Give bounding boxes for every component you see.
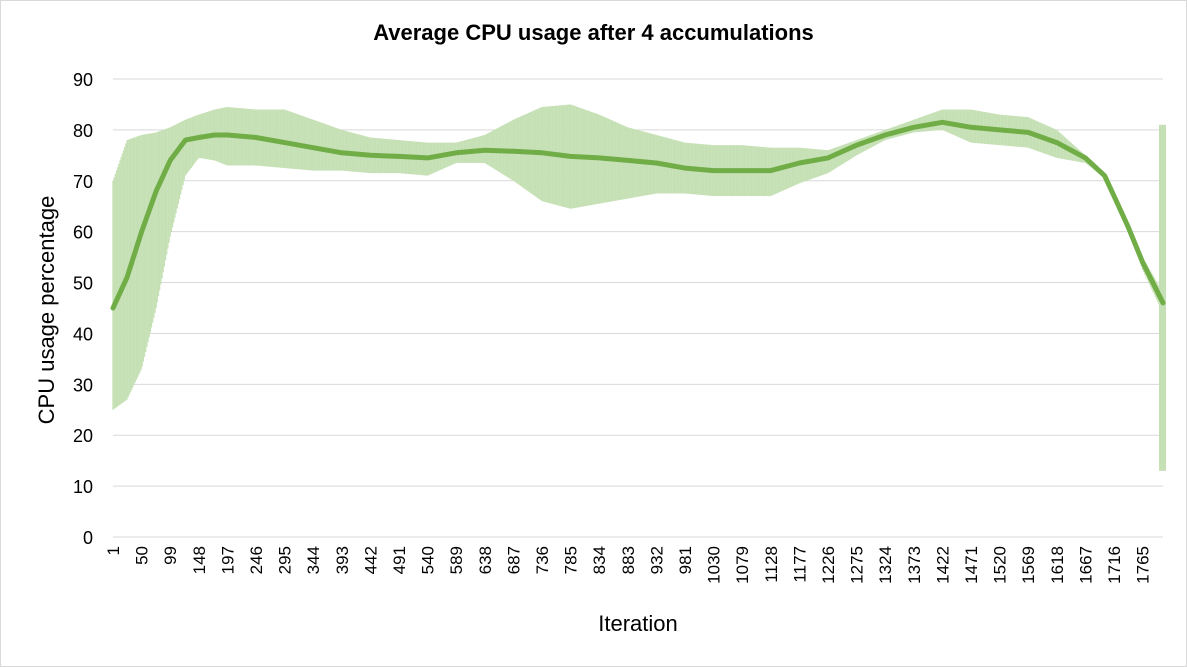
- x-tick-label: 393: [333, 546, 352, 574]
- x-tick-label: 834: [590, 546, 609, 574]
- x-tick-label: 638: [476, 546, 495, 574]
- x-tick-label: 1324: [876, 546, 895, 584]
- x-tick-label: 785: [562, 546, 581, 574]
- x-tick-label: 981: [676, 546, 695, 574]
- y-tick-label: 0: [83, 528, 93, 548]
- y-tick-label: 10: [73, 477, 93, 497]
- cpu-usage-line: [110, 119, 1166, 311]
- x-axis-label: Iteration: [598, 611, 678, 636]
- x-tick-label: 1618: [1048, 546, 1067, 584]
- y-tick-label: 60: [73, 223, 93, 243]
- x-tick-label: 1716: [1105, 546, 1124, 584]
- x-tick-label: 1128: [762, 546, 781, 583]
- x-tick-label: 736: [533, 546, 552, 574]
- x-tick-label: 1226: [819, 546, 838, 584]
- x-tick-label: 197: [218, 546, 237, 574]
- y-tick-label: 50: [73, 274, 93, 294]
- x-tick-label: 1422: [933, 546, 952, 584]
- x-tick-label: 1373: [905, 546, 924, 584]
- gridlines: [113, 78, 1163, 538]
- x-tick-labels: 1 50 99 148 197 246 295 344 393 442 491 540 589 638 68…: [104, 546, 1153, 584]
- x-tick-label: 442: [361, 546, 380, 574]
- x-tick-label: 1765: [1134, 546, 1153, 584]
- x-tick-label: 1079: [733, 546, 752, 584]
- x-tick-label: 687: [504, 546, 523, 574]
- y-tick-label: 30: [73, 375, 93, 395]
- y-tick-label: 40: [73, 324, 93, 344]
- x-tick-label: 540: [419, 546, 438, 574]
- chart-title: Average CPU usage after 4 accumulations: [373, 20, 814, 45]
- x-tick-label: 1667: [1076, 546, 1095, 584]
- x-tick-label: 1177: [790, 546, 809, 583]
- y-tick-label: 90: [73, 70, 93, 90]
- x-tick-label: 589: [447, 546, 466, 574]
- series-line: [110, 119, 1166, 311]
- x-tick-label: 1520: [991, 546, 1010, 584]
- x-tick-label: 50: [133, 546, 152, 565]
- x-tick-label: 344: [304, 546, 323, 574]
- x-tick-label: 295: [276, 546, 295, 574]
- y-tick-label: 70: [73, 172, 93, 192]
- y-tick-label: 80: [73, 121, 93, 141]
- y-tick-labels: 0 10 20 30 40 50 60 70 80 90: [73, 70, 93, 548]
- x-tick-label: 99: [161, 546, 180, 565]
- x-tick-label: 1275: [848, 546, 867, 584]
- y-tick-label: 20: [73, 426, 93, 446]
- x-tick-label: 246: [247, 546, 266, 574]
- x-tick-label: 1471: [962, 546, 981, 584]
- x-tick-label: 148: [190, 546, 209, 574]
- x-tick-label: 1569: [1019, 546, 1038, 584]
- x-tick-label: 883: [619, 546, 638, 574]
- x-tick-label: 1: [104, 546, 123, 555]
- x-tick-label: 1030: [705, 546, 724, 584]
- x-tick-label: 491: [390, 546, 409, 574]
- x-tick-label: 932: [647, 546, 666, 574]
